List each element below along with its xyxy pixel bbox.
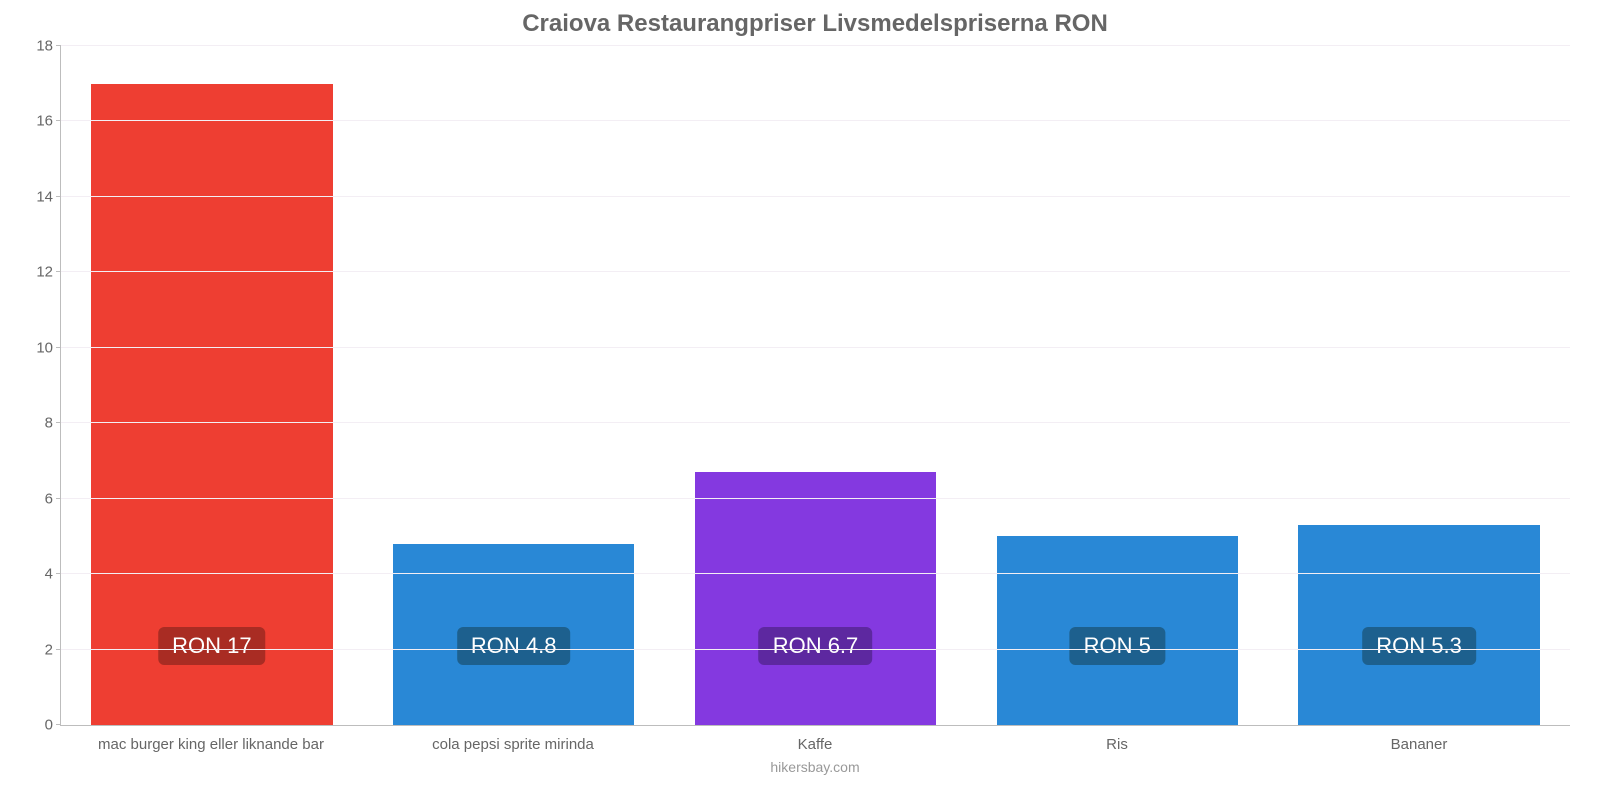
bar-value-label: RON 5.3 bbox=[1362, 627, 1476, 665]
x-axis-labels: mac burger king eller liknande barcola p… bbox=[60, 736, 1570, 753]
x-axis-label: cola pepsi sprite mirinda bbox=[362, 736, 664, 753]
bar-slot: RON 4.8 bbox=[363, 46, 665, 725]
x-axis-label: Bananer bbox=[1268, 736, 1570, 753]
bar: RON 6.7 bbox=[695, 472, 936, 725]
x-axis-label: Ris bbox=[966, 736, 1268, 753]
chart-title: Craiova Restaurangpriser Livsmedelsprise… bbox=[60, 10, 1570, 38]
y-tick-label: 16 bbox=[21, 113, 53, 130]
y-tick-label: 2 bbox=[21, 641, 53, 658]
bar: RON 5.3 bbox=[1298, 525, 1539, 725]
y-tick-label: 6 bbox=[21, 490, 53, 507]
attribution-text: hikersbay.com bbox=[60, 759, 1570, 775]
y-tick-mark bbox=[56, 573, 61, 574]
bar: RON 5 bbox=[997, 536, 1238, 725]
y-tick-mark bbox=[56, 724, 61, 725]
y-tick-mark bbox=[56, 45, 61, 46]
bar-value-label: RON 17 bbox=[158, 627, 265, 665]
y-tick-mark bbox=[56, 422, 61, 423]
y-tick-label: 8 bbox=[21, 415, 53, 432]
y-tick-label: 18 bbox=[21, 38, 53, 55]
grid-line bbox=[61, 573, 1570, 574]
grid-line bbox=[61, 271, 1570, 272]
grid-line bbox=[61, 347, 1570, 348]
grid-line bbox=[61, 498, 1570, 499]
bar-value-label: RON 6.7 bbox=[759, 627, 873, 665]
grid-line bbox=[61, 649, 1570, 650]
y-tick-mark bbox=[56, 347, 61, 348]
y-tick-mark bbox=[56, 649, 61, 650]
bar-slot: RON 6.7 bbox=[665, 46, 967, 725]
y-tick-mark bbox=[56, 120, 61, 121]
y-tick-label: 14 bbox=[21, 188, 53, 205]
grid-line bbox=[61, 45, 1570, 46]
x-axis-label: Kaffe bbox=[664, 736, 966, 753]
grid-line bbox=[61, 196, 1570, 197]
y-tick-mark bbox=[56, 196, 61, 197]
grid-line bbox=[61, 120, 1570, 121]
bar-value-label: RON 5 bbox=[1070, 627, 1165, 665]
bars-container: RON 17 RON 4.8 RON 6.7 RON 5 RON 5.3 bbox=[61, 46, 1570, 725]
y-tick-mark bbox=[56, 271, 61, 272]
bar: RON 17 bbox=[91, 84, 332, 725]
grid-line bbox=[61, 422, 1570, 423]
y-tick-label: 12 bbox=[21, 264, 53, 281]
y-tick-label: 0 bbox=[21, 717, 53, 734]
bar: RON 4.8 bbox=[393, 544, 634, 725]
x-axis-label: mac burger king eller liknande bar bbox=[60, 736, 362, 753]
bar-slot: RON 5.3 bbox=[1268, 46, 1570, 725]
y-tick-label: 4 bbox=[21, 566, 53, 583]
y-tick-label: 10 bbox=[21, 339, 53, 356]
bar-slot: RON 17 bbox=[61, 46, 363, 725]
price-bar-chart: Craiova Restaurangpriser Livsmedelsprise… bbox=[0, 0, 1600, 800]
plot-area: RON 17RON 4.8RON 6.7RON 5RON 5.3 0246810… bbox=[60, 46, 1570, 726]
y-tick-mark bbox=[56, 498, 61, 499]
bar-value-label: RON 4.8 bbox=[457, 627, 571, 665]
bar-slot: RON 5 bbox=[966, 46, 1268, 725]
